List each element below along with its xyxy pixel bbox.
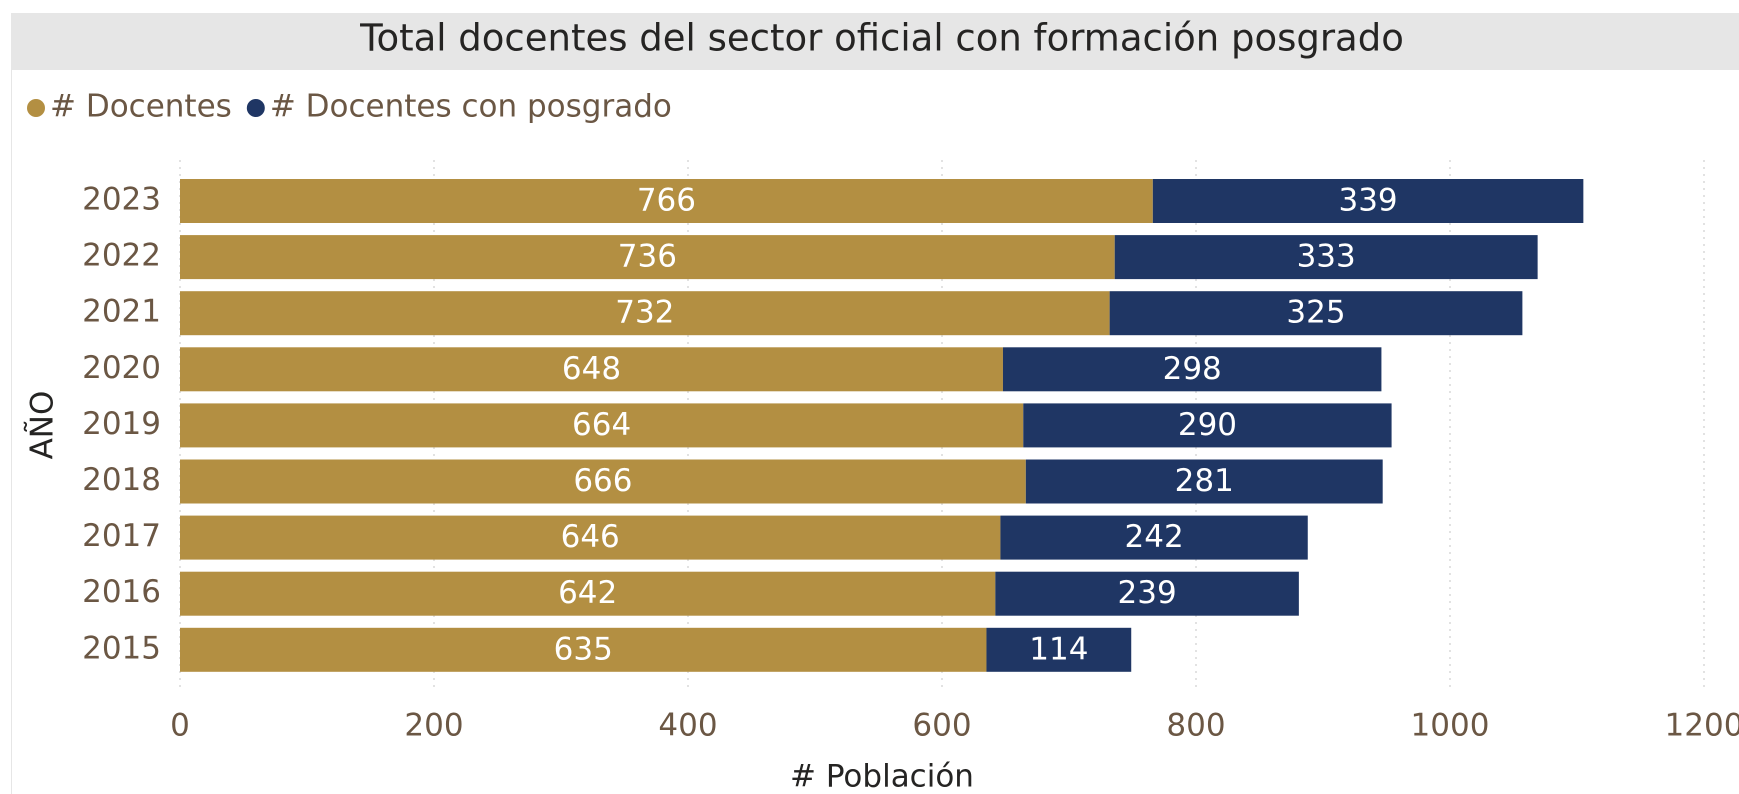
chart-title: Total docentes del sector oficial con fo… <box>359 17 1404 60</box>
data-label: 325 <box>1286 295 1345 331</box>
x-tick-label: 800 <box>1166 708 1225 744</box>
x-tick-label: 200 <box>404 708 463 744</box>
data-label: 664 <box>572 407 631 443</box>
data-label: 666 <box>573 463 632 499</box>
x-tick-label: 1000 <box>1411 708 1490 744</box>
y-tick-label: 2022 <box>82 238 161 274</box>
data-label: 642 <box>558 575 617 611</box>
data-label: 635 <box>554 631 613 667</box>
y-tick-label: 2019 <box>82 406 161 442</box>
data-label: 766 <box>637 183 696 219</box>
bar-segment <box>1109 291 1523 336</box>
bar-segment <box>180 459 1026 504</box>
data-label: 242 <box>1125 519 1184 555</box>
data-label: 648 <box>562 351 621 387</box>
data-label: 281 <box>1175 463 1234 499</box>
bar-segment <box>180 627 987 672</box>
bar-segment <box>995 571 1299 616</box>
data-label: 290 <box>1178 407 1237 443</box>
legend-label: # Docentes <box>50 89 232 125</box>
bar-segment <box>986 627 1132 672</box>
bar-segment <box>1000 515 1308 560</box>
x-axis-title: # Población <box>790 759 974 794</box>
title-bar <box>11 13 1739 70</box>
x-tick-label: 400 <box>658 708 717 744</box>
x-tick-label: 600 <box>912 708 971 744</box>
y-axis-title: AÑO <box>25 391 61 460</box>
data-label: 646 <box>561 519 620 555</box>
legend-marker <box>27 99 45 117</box>
bar-segment <box>180 179 1153 223</box>
data-label: 732 <box>615 295 674 331</box>
legend-marker <box>246 99 265 117</box>
bar-segment <box>180 515 1001 560</box>
bar-segment <box>180 291 1110 336</box>
bar-segment <box>1152 179 1584 223</box>
x-tick-label: 0 <box>170 708 190 744</box>
data-label: 114 <box>1029 631 1088 667</box>
bar-segment <box>1114 235 1538 280</box>
data-label: 339 <box>1338 183 1397 219</box>
data-label: 298 <box>1163 351 1222 387</box>
y-tick-label: 2015 <box>82 630 161 666</box>
y-tick-label: 2020 <box>82 350 161 386</box>
bar-segment <box>180 235 1115 280</box>
y-tick-label: 2021 <box>82 294 161 330</box>
y-tick-label: 2017 <box>82 518 161 554</box>
bar-segment <box>180 571 996 616</box>
bar-segment <box>1025 459 1383 504</box>
legend-label: # Docentes con posgrado <box>270 89 672 125</box>
bar-segment <box>180 347 1003 392</box>
y-tick-label: 2018 <box>82 462 161 498</box>
bar-segment <box>1002 347 1382 392</box>
bar-segment <box>1023 403 1392 448</box>
data-label: 736 <box>618 239 677 275</box>
data-label: 239 <box>1118 575 1177 611</box>
y-tick-label: 2016 <box>82 574 161 610</box>
y-tick-label: 2023 <box>82 182 161 218</box>
data-label: 333 <box>1297 239 1356 275</box>
bar-segment <box>180 403 1024 448</box>
x-tick-label: 1200 <box>1665 708 1739 744</box>
